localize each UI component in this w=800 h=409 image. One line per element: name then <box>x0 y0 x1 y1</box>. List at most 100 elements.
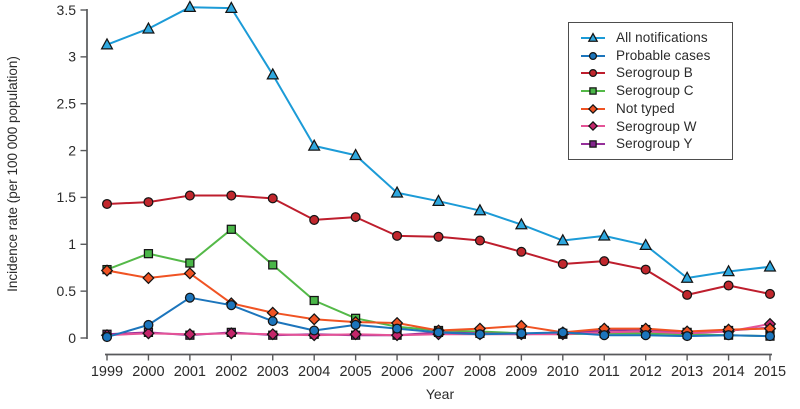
data-point-marker <box>267 193 278 204</box>
not-typed-diamond-marker-icon <box>581 103 605 114</box>
data-point-marker <box>599 330 610 341</box>
data-point-marker <box>516 328 527 339</box>
data-point-marker <box>639 238 653 251</box>
data-point-marker <box>183 328 197 341</box>
all-notifications-triangle-marker-icon <box>581 32 605 42</box>
data-point-marker <box>141 21 155 34</box>
series-group <box>100 0 777 343</box>
data-point-marker <box>142 271 155 285</box>
data-point-marker <box>143 319 154 330</box>
data-point-marker <box>599 256 610 267</box>
x-tick-label: 2010 <box>547 364 579 380</box>
y-tick-label: 1.5 <box>57 189 77 205</box>
data-point-marker <box>349 148 363 161</box>
data-point-marker <box>185 258 195 268</box>
data-point-marker <box>433 231 444 242</box>
data-point-marker <box>266 328 279 341</box>
y-tick-label: 3 <box>68 49 76 65</box>
data-point-marker <box>764 288 776 299</box>
data-point-marker <box>722 264 736 277</box>
y-tick-label: 2.5 <box>57 96 77 112</box>
data-point-marker <box>392 323 403 334</box>
legend-label-all-notifications: All notifications <box>616 30 708 46</box>
data-point-marker <box>682 331 693 342</box>
x-tick-label: 2006 <box>381 364 413 380</box>
data-point-marker <box>184 190 195 201</box>
data-point-marker <box>432 194 445 207</box>
data-point-marker <box>101 198 113 210</box>
data-point-marker <box>184 292 195 303</box>
data-point-marker <box>267 316 278 327</box>
data-point-marker <box>392 230 403 241</box>
data-point-marker <box>433 327 444 338</box>
data-point-marker <box>224 1 238 13</box>
serogroup-b-circle-marker-icon <box>581 69 605 78</box>
data-point-marker <box>587 32 599 42</box>
data-point-marker <box>640 330 651 341</box>
data-point-marker <box>557 258 568 269</box>
x-tick-label: 2011 <box>589 364 620 380</box>
y-tick-label: 1 <box>68 236 76 252</box>
data-point-marker <box>307 138 321 151</box>
data-point-marker <box>764 331 776 342</box>
legend-label-not-typed: Not typed <box>616 100 675 116</box>
legend-item-not-typed: Not typed <box>580 100 726 118</box>
data-point-marker <box>587 103 599 114</box>
data-point-marker <box>680 271 694 283</box>
series-line-serogroup-b <box>106 194 771 296</box>
data-point-marker <box>143 197 154 208</box>
data-point-marker <box>516 246 527 257</box>
data-point-marker <box>588 51 598 60</box>
data-point-marker <box>587 121 599 132</box>
x-tick-label: 2002 <box>215 364 247 380</box>
data-point-marker <box>268 260 278 270</box>
data-point-marker <box>557 327 568 338</box>
data-point-marker <box>589 87 597 95</box>
data-point-marker <box>225 327 238 340</box>
serogroup-y-square-marker-icon <box>581 140 605 148</box>
x-tick-label: 1999 <box>91 364 123 380</box>
data-point-marker <box>226 190 237 201</box>
data-point-marker <box>350 212 361 223</box>
data-point-marker <box>101 332 113 343</box>
x-tick-label: 2001 <box>174 364 206 380</box>
data-point-marker <box>474 235 485 246</box>
data-point-marker <box>308 313 321 326</box>
data-point-marker <box>588 69 598 78</box>
series-not-typed <box>100 264 777 339</box>
legend-item-probable-cases: Probable cases <box>580 47 726 65</box>
data-point-marker <box>556 233 570 246</box>
y-tick-label: 3.5 <box>57 2 77 18</box>
data-point-marker <box>589 140 597 148</box>
x-tick-label: 2005 <box>339 364 371 380</box>
legend-label-serogroup-c: Serogroup C <box>616 83 694 99</box>
legend: All notifications Probable cases Serogro… <box>568 22 733 160</box>
data-point-marker <box>473 203 487 216</box>
data-point-marker <box>723 280 734 291</box>
data-point-marker <box>763 259 777 272</box>
data-point-marker <box>309 325 320 336</box>
data-point-marker <box>349 328 362 341</box>
y-tick-label: 0 <box>68 330 76 346</box>
axes: 0 0.5 1 1.5 2 2.5 3 3.5 1999 2000 2001 2002 2003 2004… <box>57 2 787 380</box>
data-point-marker <box>390 185 404 198</box>
legend-item-all-notifications: All notifications <box>580 29 726 47</box>
legend-item-serogroup-b: Serogroup B <box>580 64 726 82</box>
x-tick-label: 2008 <box>464 364 496 380</box>
x-tick-label: 2014 <box>712 364 744 380</box>
series-serogroup-b <box>101 190 776 300</box>
probable-cases-circle-marker-icon <box>581 51 605 60</box>
data-point-marker <box>183 0 197 13</box>
series-all-notifications <box>100 0 777 283</box>
data-point-marker <box>682 289 693 300</box>
y-tick-label: 0.5 <box>57 283 77 299</box>
data-point-marker <box>514 217 528 230</box>
data-point-marker <box>100 264 114 277</box>
legend-label-serogroup-w: Serogroup W <box>616 118 697 134</box>
x-tick-label: 2004 <box>298 364 330 380</box>
data-point-marker <box>597 228 611 241</box>
data-point-marker <box>309 214 320 225</box>
x-tick-label: 2000 <box>132 364 164 380</box>
x-tick-label: 2007 <box>422 364 454 380</box>
